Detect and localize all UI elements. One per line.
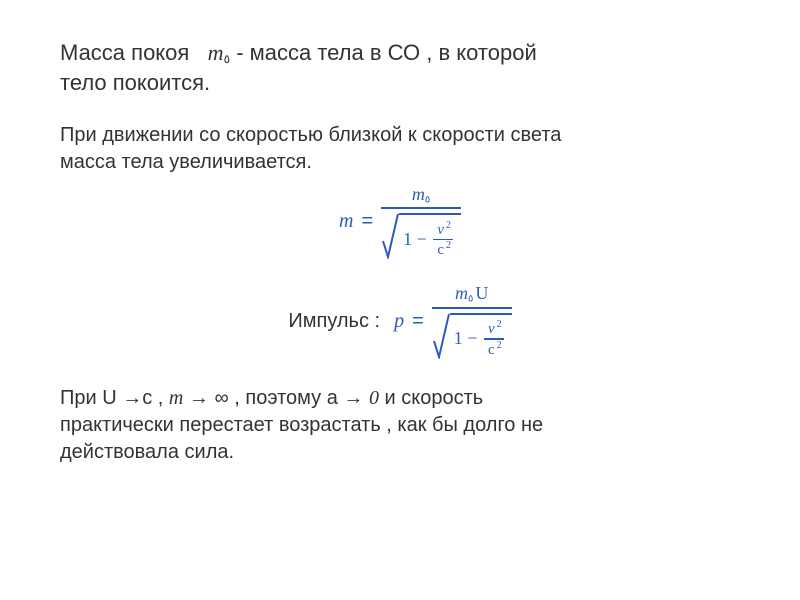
p2-zero: 0 (369, 387, 379, 409)
mass-formula: m = m٥ 1 − v2 (60, 184, 740, 259)
formula2-eq: = (412, 310, 424, 333)
f2-num-u: U (475, 283, 488, 304)
f2-vbot: c2 (484, 340, 504, 359)
para1-line2: масса тела увеличивается. (60, 151, 740, 174)
title-line-1: Масса покоя m٥ - масса тела в СО , в кот… (60, 40, 740, 66)
sqrt-icon (381, 213, 399, 259)
p2-b: → ∞ , поэтому а → (189, 387, 363, 409)
f1-vbot: c2 (433, 240, 453, 259)
formula2-denominator: 1 − v2 c2 (432, 309, 512, 359)
impulse-formula-row: Импульс : p = m٥ U 1 − v2 c2 (60, 283, 740, 358)
title-part1: Масса покоя (60, 40, 189, 65)
formula2-fraction: m٥ U 1 − v2 c2 (432, 283, 512, 358)
f1-vtop: v2 (433, 220, 453, 239)
f2-sqrt-body: 1 − v2 c2 (450, 313, 512, 359)
formula2-lhs: p (394, 310, 404, 333)
para2-line2: практически перестает возрастать , как б… (60, 414, 740, 437)
impulse-label: Импульс : (288, 310, 380, 333)
f1-minus: − (417, 229, 427, 250)
title-line-2: тело покоится. (60, 70, 740, 96)
para2-line1: При U →c , m → ∞ , поэтому а → 0 и скоро… (60, 387, 740, 410)
f2-num-m: m (455, 283, 468, 303)
p2-a: При U →c , (60, 387, 169, 409)
f2-vtop: v2 (484, 319, 504, 338)
sqrt-icon (432, 313, 450, 359)
para1-line1: При движении со скоростью близкой к скор… (60, 124, 740, 147)
f1-sqrt-body: 1 − v2 c2 (399, 213, 461, 259)
f2-one: 1 (454, 328, 463, 349)
title-part2: - масса тела в СО , в которой (236, 40, 537, 65)
formula1-eq: = (361, 210, 373, 233)
f1-one: 1 (403, 229, 412, 250)
f2-num-sub: ٥ (468, 294, 473, 305)
formula1-lhs: m (339, 210, 353, 233)
formula1-numerator: m٥ (408, 184, 434, 207)
title-sub: ٥ (224, 52, 231, 66)
f2-small-frac: v2 c2 (484, 319, 504, 359)
formula1-fraction: m٥ 1 − v2 c2 (381, 184, 461, 259)
title-var: m (208, 40, 224, 65)
f1-num-sub: ٥ (425, 194, 430, 205)
formula1-denominator: 1 − v2 c2 (381, 209, 461, 259)
f1-num-m: m (412, 184, 425, 204)
formula2-numerator: m٥ U (451, 283, 492, 306)
p2-m: m (169, 387, 183, 409)
f1-small-frac: v2 c2 (433, 220, 453, 260)
p2-c: и скорость (385, 387, 484, 409)
para2-line3: действовала сила. (60, 441, 740, 464)
f2-minus: − (467, 328, 477, 349)
